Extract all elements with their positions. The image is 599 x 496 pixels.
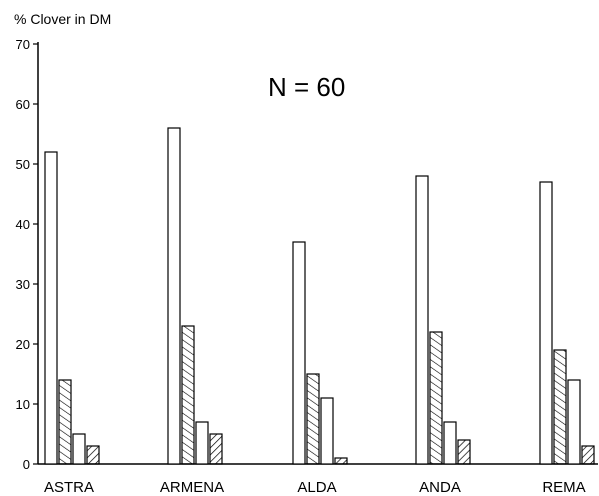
bar-anda-series-4 (457, 439, 471, 465)
bar-alda-series-1 (292, 241, 306, 465)
bar-armena-series-4 (209, 433, 223, 465)
category-label-alda: ALDA (297, 479, 336, 496)
y-tick-label: 70 (16, 37, 30, 52)
y-tick-label: 10 (16, 397, 30, 412)
category-label-rema: REMA (542, 479, 585, 496)
bar-rema-series-3 (567, 379, 581, 465)
bar-astra-series-3 (72, 433, 86, 465)
bars (44, 127, 595, 465)
axes: 0 10 20 30 40 50 60 70 (16, 37, 598, 472)
bar-anda-series-3 (443, 421, 457, 465)
bar-anda-series-2 (429, 331, 443, 465)
y-tick-label: 50 (16, 157, 30, 172)
bar-astra-series-2 (58, 379, 72, 465)
bar-rema-series-2 (553, 349, 567, 465)
bar-alda-series-3 (320, 397, 334, 465)
bar-alda-series-2 (306, 373, 320, 465)
y-tick-label: 0 (23, 457, 30, 472)
sample-size-annotation: N = 60 (268, 72, 345, 102)
bar-rema-series-4 (581, 445, 595, 465)
category-label-armena: ARMENA (160, 479, 224, 496)
y-tick-label: 40 (16, 217, 30, 232)
bar-alda-series-4 (334, 457, 348, 465)
y-tick-label: 30 (16, 277, 30, 292)
bar-anda-series-1 (415, 175, 429, 465)
bar-armena-series-2 (181, 325, 195, 465)
y-axis-label: % Clover in DM (14, 11, 111, 27)
bar-astra-series-4 (86, 445, 100, 465)
category-label-anda: ANDA (419, 479, 461, 496)
category-labels: ASTRA ARMENA ALDA ANDA REMA (44, 479, 586, 496)
category-label-astra: ASTRA (44, 479, 94, 496)
bar-armena-series-1 (167, 127, 181, 465)
y-tick-label: 20 (16, 337, 30, 352)
bar-rema-series-1 (539, 181, 553, 465)
y-tick-label: 60 (16, 97, 30, 112)
bar-armena-series-3 (195, 421, 209, 465)
bar-astra-series-1 (44, 151, 58, 465)
